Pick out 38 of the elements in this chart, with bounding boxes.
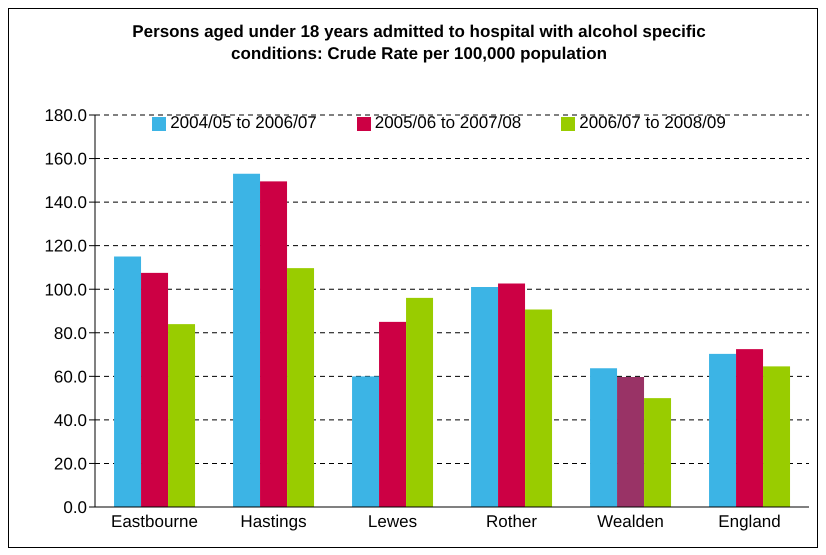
legend-label: 2004/05 to 2006/07 [170, 113, 317, 132]
x-tick-label: Lewes [368, 512, 418, 532]
y-tick-label: 0.0 [63, 498, 87, 518]
y-tick-label: 20.0 [54, 454, 87, 474]
bar [168, 324, 196, 507]
legend-label: 2005/06 to 2007/08 [374, 113, 522, 132]
bar [379, 322, 406, 507]
x-tick-label: Eastbourne [111, 512, 198, 532]
y-tick-label: 160.0 [44, 150, 87, 169]
y-tick-label: 60.0 [54, 367, 87, 386]
bar [736, 349, 764, 507]
y-tick-label: 80.0 [54, 324, 87, 343]
bar [590, 368, 618, 507]
y-tick-label: 40.0 [54, 410, 87, 430]
legend-label: 2006/07 to 2008/09 [579, 113, 726, 132]
bar [114, 256, 142, 507]
y-tick-label: 100.0 [44, 280, 87, 300]
bar [617, 376, 644, 507]
bar [763, 366, 790, 507]
bar [260, 181, 288, 507]
y-tick-label: 140.0 [44, 193, 87, 212]
bar [287, 268, 314, 507]
bar [644, 398, 672, 507]
y-tick-label: 180.0 [44, 106, 87, 126]
bar [141, 272, 168, 507]
y-tick-label: 120.0 [44, 236, 87, 256]
x-tick-label: Wealden [597, 512, 664, 532]
bar [471, 287, 498, 507]
bar [406, 298, 434, 507]
bar [709, 354, 736, 507]
x-tick-label: Rother [486, 512, 538, 532]
x-tick-label: England [718, 512, 781, 532]
bar [525, 309, 552, 507]
x-tick-label: Hastings [240, 512, 307, 532]
chart-title: Persons aged under 18 years admitted to hospital with alcohol specific conditions: Crude Rate per 100,000 population [131, 21, 707, 65]
bar [498, 284, 526, 507]
bar [233, 174, 260, 507]
bar [352, 376, 380, 507]
